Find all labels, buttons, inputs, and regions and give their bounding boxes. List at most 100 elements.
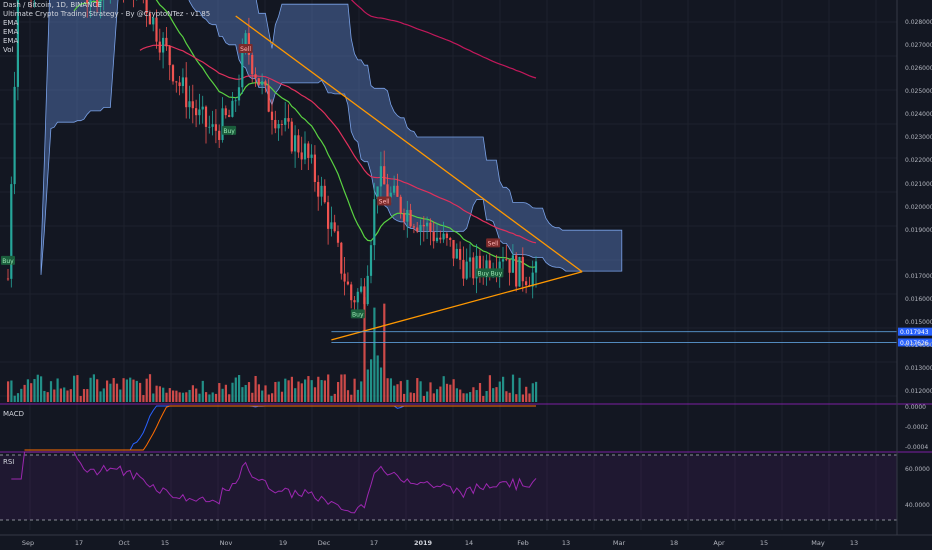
volume-bar	[498, 381, 501, 402]
candle-body	[313, 154, 316, 182]
volume-bar	[191, 385, 194, 402]
volume-bar	[337, 381, 340, 402]
candle-body	[373, 199, 376, 246]
volume-bar	[99, 391, 102, 402]
candle-body	[465, 261, 468, 279]
volume-bar	[495, 387, 498, 402]
volume-bar	[7, 381, 10, 402]
indicator-vol[interactable]: Vol	[3, 46, 14, 54]
volume-bar	[30, 383, 33, 402]
candle-body	[508, 259, 511, 273]
volume-bar	[86, 389, 89, 402]
volume-bar	[251, 392, 254, 402]
candle-body	[435, 237, 439, 242]
signal-label: Buy	[223, 128, 235, 135]
volume-bar	[482, 395, 485, 402]
volume-bar	[112, 378, 115, 402]
volume-bar	[271, 393, 274, 402]
candle-body	[16, 0, 19, 87]
candle-body	[442, 233, 445, 240]
volume-bar	[383, 303, 386, 402]
indicator-ema-2[interactable]: EMA	[3, 28, 19, 36]
candle-body	[290, 121, 293, 152]
strategy-title[interactable]: Ultimate Crypto Trading Strategy - By @C…	[3, 10, 211, 18]
candle-body	[303, 143, 307, 160]
candle-body	[201, 106, 204, 110]
candle-body	[257, 78, 260, 85]
macd-line	[24, 405, 536, 451]
signal-label: Sell	[379, 198, 390, 205]
volume-bar	[478, 382, 482, 402]
candle-body	[214, 124, 217, 131]
candle-body	[429, 222, 432, 232]
candle-body	[389, 192, 392, 198]
volume-bar	[185, 392, 188, 402]
candle-body	[171, 65, 175, 82]
candle-body	[498, 261, 501, 272]
volume-bar	[241, 387, 244, 402]
candle-body	[168, 46, 171, 66]
time-tick: Sep	[22, 539, 34, 547]
volume-bar	[304, 379, 307, 402]
volume-bar	[403, 393, 406, 402]
time-tick: Feb	[517, 539, 529, 547]
volume-bar	[205, 392, 208, 402]
indicator-ema-1[interactable]: EMA	[3, 19, 19, 27]
candle-body	[175, 81, 178, 83]
candle-body	[208, 126, 211, 128]
volume-bar	[356, 389, 359, 402]
volume-bar	[172, 390, 175, 402]
volume-bar	[181, 392, 185, 402]
volume-bar	[231, 382, 234, 402]
volume-bar	[238, 375, 241, 402]
volume-bar	[82, 389, 86, 402]
volume-bar	[442, 376, 445, 402]
sell-signal	[238, 44, 253, 54]
volume-bar	[214, 393, 218, 402]
volume-bar	[218, 383, 221, 402]
buy-signal	[476, 268, 491, 278]
volume-bar	[175, 390, 178, 402]
volume-bar	[155, 385, 158, 402]
symbol-title[interactable]: Dash / Bitcoin, 1D, BINANCE	[3, 1, 102, 9]
candle-body	[449, 238, 452, 240]
candle-body	[511, 255, 514, 273]
volume-bar	[73, 375, 76, 402]
candle-body	[396, 185, 399, 197]
volume-bar	[436, 389, 439, 402]
candle-body	[518, 256, 521, 287]
volume-bar	[125, 379, 128, 402]
volume-bar	[106, 380, 109, 402]
volume-bar	[201, 380, 204, 402]
macd-tick: -0.0002	[905, 424, 928, 431]
candle-body	[224, 108, 227, 116]
candle-body	[221, 108, 224, 140]
candle-body	[241, 48, 244, 88]
volume-bar	[353, 378, 356, 402]
level-tag	[898, 327, 932, 336]
candle-body	[211, 124, 214, 127]
indicator-ema-3[interactable]: EMA	[3, 37, 19, 45]
candle-body	[501, 259, 505, 262]
volume-bar	[409, 392, 412, 402]
volume-bar	[399, 381, 402, 402]
price-tick: 0.028000	[905, 19, 932, 26]
price-tick: 0.021000	[905, 181, 932, 188]
volume-bar	[142, 395, 145, 402]
volume-bar	[122, 378, 125, 402]
candle-body	[343, 273, 346, 282]
candle-body	[422, 224, 425, 227]
volume-bar	[66, 390, 69, 402]
volume-bar	[63, 387, 66, 402]
candle-body	[416, 227, 419, 232]
candle-body	[475, 255, 478, 279]
volume-bar	[13, 395, 16, 402]
candle-body	[459, 248, 462, 260]
candle-body	[525, 281, 528, 286]
macd-pane: 0.0000 -0.0002 -0.0004	[0, 403, 932, 453]
volume-bar	[53, 389, 56, 402]
time-tick: 15	[760, 539, 768, 547]
candle-body	[89, 0, 92, 4]
volume-bar	[393, 385, 396, 402]
